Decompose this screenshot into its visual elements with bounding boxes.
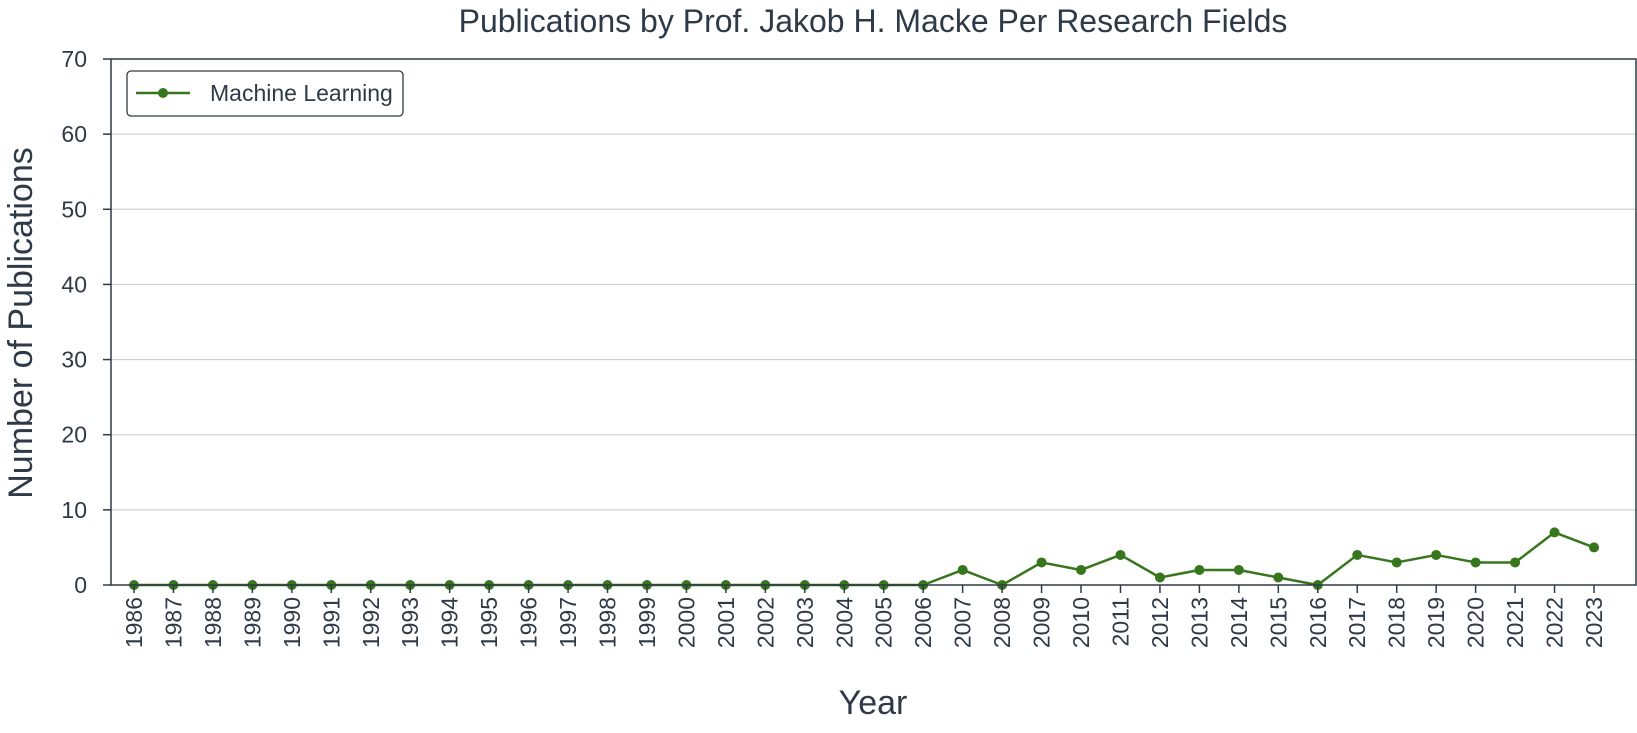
chart-title: Publications by Prof. Jakob H. Macke Per… <box>459 3 1288 39</box>
x-tick-label-2020: 2020 <box>1463 597 1489 648</box>
x-tick-label-2004: 2004 <box>831 597 857 648</box>
x-tick-label-2010: 2010 <box>1068 597 1094 648</box>
x-tick-label-1994: 1994 <box>437 597 463 648</box>
x-tick-label-1998: 1998 <box>595 597 621 648</box>
x-tick-label-1989: 1989 <box>239 597 265 648</box>
data-point-2021 <box>1510 557 1521 568</box>
data-point-2009 <box>1036 557 1047 568</box>
x-tick-label-2016: 2016 <box>1305 597 1331 648</box>
x-tick-label-1997: 1997 <box>555 597 581 648</box>
x-tick-label-1992: 1992 <box>358 597 384 648</box>
y-axis: 0 10 20 30 40 50 60 70 <box>61 46 111 598</box>
series-layer <box>129 527 1599 590</box>
series-line-0 <box>134 531 1595 587</box>
y-tick-label-70: 70 <box>61 46 87 72</box>
y-tick-label-30: 30 <box>61 347 87 373</box>
plot-area-frame <box>110 58 1637 586</box>
data-point-2018 <box>1391 557 1402 568</box>
x-tick-label-2022: 2022 <box>1542 597 1568 648</box>
y-tick-label-20: 20 <box>61 422 87 448</box>
x-tick-label-2013: 2013 <box>1186 597 1212 648</box>
x-tick-label-1988: 1988 <box>200 597 226 648</box>
legend-label-machine-learning: Machine Learning <box>210 80 393 106</box>
legend-marker <box>158 88 168 98</box>
x-tick-label-2005: 2005 <box>871 597 897 648</box>
data-point-2014 <box>1233 564 1244 575</box>
x-tick-label-2000: 2000 <box>673 597 699 648</box>
x-tick-label-1987: 1987 <box>160 597 186 648</box>
x-tick-label-2014: 2014 <box>1226 597 1252 648</box>
data-point-2019 <box>1431 549 1442 560</box>
legend: Machine Learning <box>126 70 404 117</box>
x-tick-label-2011: 2011 <box>1107 597 1133 646</box>
data-point-2010 <box>1076 564 1087 575</box>
x-tick-label-2009: 2009 <box>1029 597 1055 648</box>
x-tick-label-1993: 1993 <box>397 597 423 648</box>
data-point-2007 <box>957 564 968 575</box>
data-point-2022 <box>1549 527 1560 538</box>
x-tick-label-2008: 2008 <box>989 597 1015 648</box>
y-tick-label-50: 50 <box>61 196 87 222</box>
gridlines <box>111 133 1636 511</box>
x-tick-label-2012: 2012 <box>1147 597 1173 648</box>
x-tick-label-2018: 2018 <box>1384 597 1410 648</box>
data-point-2015 <box>1273 572 1284 583</box>
data-point-2011 <box>1115 549 1126 560</box>
x-tick-label-1996: 1996 <box>516 597 542 648</box>
x-tick-label-2001: 2001 <box>713 597 739 648</box>
y-tick-label-0: 0 <box>74 572 87 598</box>
x-tick-label-2021: 2021 <box>1502 597 1528 648</box>
data-point-2012 <box>1154 572 1165 583</box>
x-tick-label-2023: 2023 <box>1581 597 1607 648</box>
data-point-2023 <box>1589 542 1599 553</box>
legend-box <box>126 70 404 117</box>
x-tick-label-2006: 2006 <box>910 597 936 648</box>
x-tick-label-1995: 1995 <box>476 597 502 648</box>
y-tick-label-40: 40 <box>61 271 87 297</box>
y-tick-label-10: 10 <box>61 497 87 523</box>
data-point-2020 <box>1470 557 1481 568</box>
data-point-2017 <box>1352 549 1363 560</box>
y-tick-label-60: 60 <box>61 121 87 147</box>
x-axis-title: Year <box>839 684 908 722</box>
x-tick-label-2003: 2003 <box>792 597 818 648</box>
x-tick-label-1990: 1990 <box>279 597 305 648</box>
x-axis: 1986 1987 1988 1989 1990 1991 1992 1993 1994 1995… <box>121 585 1607 648</box>
x-tick-label-2019: 2019 <box>1423 597 1449 648</box>
data-point-2013 <box>1194 564 1205 575</box>
x-tick-label-1986: 1986 <box>121 597 147 648</box>
x-tick-label-2007: 2007 <box>950 597 976 648</box>
y-axis-title: Number of Publications <box>2 147 40 499</box>
x-tick-label-2002: 2002 <box>752 597 778 648</box>
x-tick-label-1991: 1991 <box>318 597 344 648</box>
x-tick-label-2017: 2017 <box>1344 597 1370 648</box>
x-tick-label-2015: 2015 <box>1265 597 1291 648</box>
x-tick-label-1999: 1999 <box>634 597 660 648</box>
